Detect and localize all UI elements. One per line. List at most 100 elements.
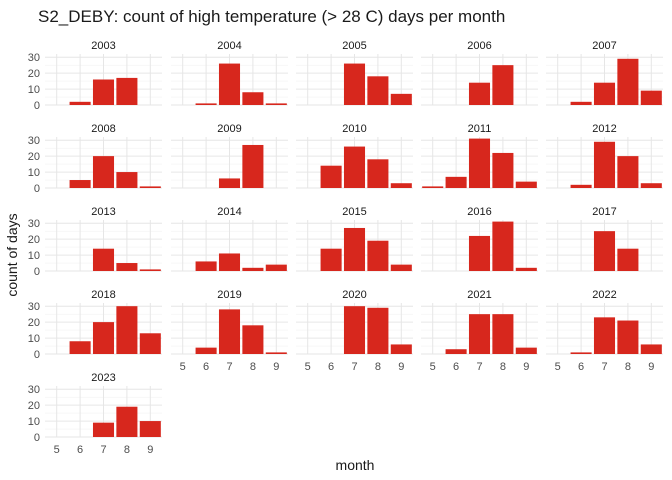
bar-2013-8 [116,263,138,271]
y-tick-label: 10 [28,84,40,96]
x-tick-label: 5 [305,361,311,373]
y-tick-label: 10 [28,250,40,262]
facet-label: 2012 [592,123,616,135]
bar-2007-8 [617,58,639,105]
bar-2019-6 [195,347,217,354]
bar-2018-8 [116,306,138,354]
bar-2019-8 [242,325,264,354]
facet-panel-2008: 2008 0 10 20 30 [28,123,162,195]
bar-2022-6 [570,352,592,354]
bar-2016-9 [515,267,537,271]
x-tick-label: 9 [147,444,153,456]
x-tick-label: 6 [578,361,584,373]
x-tick-label: 7 [476,361,482,373]
facet-label: 2006 [467,40,491,52]
bar-2011-5 [422,186,444,188]
facet-panel-2018: 2018 0 10 20 30 [28,289,162,361]
bar-2022-7 [593,317,616,354]
facet-label: 2007 [592,40,616,52]
facet-panel-2023: 2023 0 10 20 30 5 6 7 8 9 [28,372,162,456]
bar-2021-7 [468,314,491,354]
bar-2021-8 [492,314,514,354]
x-tick-label: 7 [351,361,357,373]
bar-2023-9 [139,421,161,437]
bar-2016-8 [492,221,514,271]
bar-2005-9 [390,93,412,105]
bar-2005-8 [367,76,389,105]
facet-panel-2016: 2016 [421,206,538,272]
facet-label: 2011 [468,123,492,135]
y-tick-label: 0 [34,349,40,361]
bar-2015-9 [390,264,412,271]
y-tick-label: 30 [28,384,40,396]
bar-2004-7 [218,63,241,105]
bar-2013-9 [139,269,161,271]
facet-panel-2009: 2009 [171,123,288,189]
facet-label: 2014 [217,206,241,218]
facet-panel-2004: 2004 [171,40,288,106]
facet-panel-2007: 2007 [546,40,663,106]
facet-panel-2010: 2010 [296,123,413,189]
bar-2014-8 [242,267,264,271]
bar-2011-6 [445,176,467,188]
y-tick-label: 30 [28,301,40,313]
y-tick-label: 10 [28,416,40,428]
x-tick-label: 6 [453,361,459,373]
facet-label: 2021 [467,289,491,301]
y-tick-label: 0 [34,266,40,278]
facet-label: 2013 [91,206,115,218]
facet-panel-2022: 2022 5 6 7 8 9 [546,289,663,373]
y-axis-title: count of days [4,213,20,296]
y-tick-label: 30 [28,218,40,230]
facet-label: 2016 [467,206,491,218]
facet-panel-2020: 2020 5 6 7 8 9 [296,289,413,373]
bar-2007-9 [640,90,662,105]
facet-label: 2010 [342,123,366,135]
y-tick-label: 30 [28,135,40,147]
bar-2015-7 [343,227,366,271]
x-tick-label: 7 [100,444,106,456]
facet-label: 2008 [91,123,115,135]
facet-label: 2018 [91,289,115,301]
bar-2004-6 [195,103,217,105]
bar-2017-7 [593,231,616,271]
bar-2023-8 [116,406,138,437]
bar-2015-6 [320,248,342,271]
x-tick-label: 8 [250,361,256,373]
y-tick-label: 20 [28,68,40,80]
bar-2010-8 [367,159,389,188]
bar-2011-9 [515,181,537,188]
facet-panel-2003: 2003 0 10 20 30 [28,40,162,112]
bar-2005-7 [343,63,366,105]
facet-label: 2022 [592,289,616,301]
facet-panel-2017: 2017 [546,206,663,272]
bar-2012-6 [570,184,592,188]
facet-label: 2009 [217,123,241,135]
bar-2007-6 [570,101,592,105]
bar-2022-9 [640,344,662,354]
bar-2006-7 [468,82,491,105]
chart-title: S2_DEBY: count of high temperature (> 28… [38,7,505,26]
x-tick-label: 5 [555,361,561,373]
x-tick-label: 8 [124,444,130,456]
bar-2018-9 [139,333,161,354]
y-tick-label: 10 [28,333,40,345]
x-tick-label: 5 [54,444,60,456]
bar-2011-8 [492,152,514,188]
y-tick-label: 20 [28,317,40,329]
y-tick-label: 20 [28,400,40,412]
bar-2010-7 [343,146,366,188]
x-tick-label: 8 [500,361,506,373]
facet-label: 2004 [217,40,241,52]
bar-2016-7 [468,235,491,271]
bar-2008-7 [92,156,115,188]
bar-2013-7 [92,248,115,271]
facet-panel-2006: 2006 [421,40,538,106]
x-tick-label: 5 [180,361,186,373]
bar-2014-7 [218,253,241,271]
y-tick-label: 0 [34,432,40,444]
x-tick-label: 9 [273,361,279,373]
bar-2014-6 [195,261,217,271]
bar-2010-6 [320,165,342,188]
